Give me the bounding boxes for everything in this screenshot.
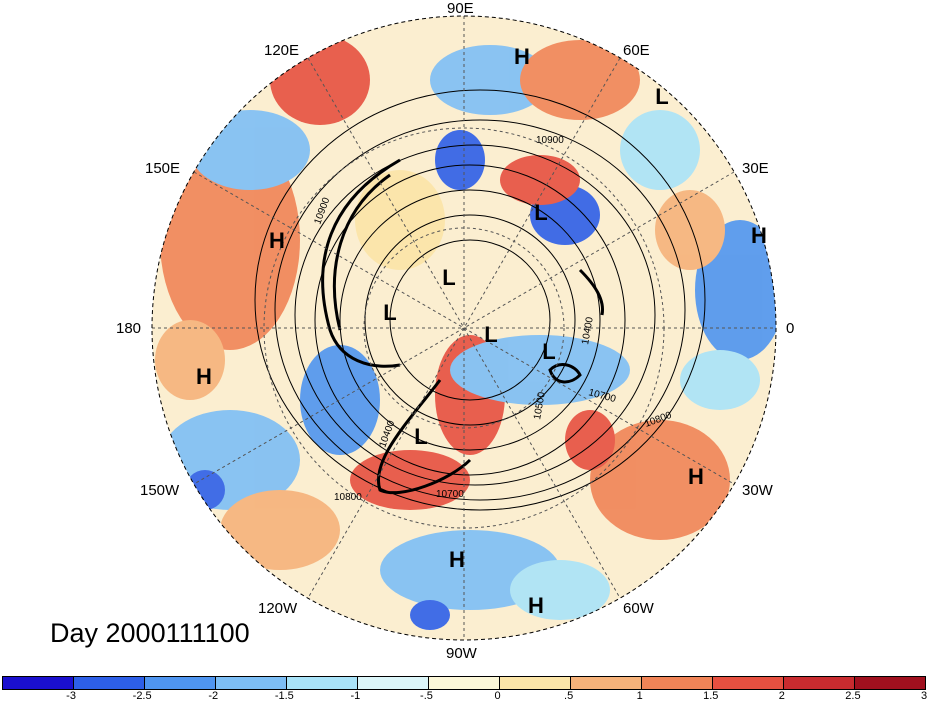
contour-label: 10900 <box>536 135 564 146</box>
colorbar-swatch <box>358 677 429 689</box>
colorbar-swatch <box>3 677 74 689</box>
pressure-center-low: L <box>414 424 428 449</box>
colorbar-swatch <box>642 677 713 689</box>
height-contours <box>254 89 706 511</box>
pressure-center-high: H <box>751 223 767 248</box>
colorbar-tick-label: -2 <box>208 690 219 702</box>
colorbar-tick-label: 2 <box>778 690 785 702</box>
colorbar-tick-label: 0 <box>494 690 501 702</box>
colorbar-swatch <box>571 677 642 689</box>
colorbar-tick-label: 3 <box>920 690 928 702</box>
pressure-center-high: H <box>514 44 530 69</box>
contour-label: 10500 <box>532 391 548 421</box>
colorbar-swatch <box>784 677 855 689</box>
lon-label-90e: 90E <box>447 0 474 17</box>
lon-label-0: 0 <box>786 320 795 337</box>
colorbar <box>2 676 926 690</box>
lon-label-30w: 30W <box>742 482 773 499</box>
colorbar-ticks: -3 -2.5 -2 -1.5 -1 -.5 0 .5 1 1.5 2 2.5 3 <box>2 690 928 702</box>
lon-label-120w: 120W <box>258 600 298 617</box>
pressure-center-high: H <box>269 228 285 253</box>
colorbar-tick-label: -.5 <box>420 690 433 702</box>
colorbar-tick-label: -1 <box>350 690 361 702</box>
contour-label: 10800 <box>334 492 362 503</box>
colorbar-tick-label: -2.5 <box>132 690 152 702</box>
contour-label-group: 10900 10900 10800 10800 10700 10700 1050… <box>312 135 673 503</box>
pressure-center-low: L <box>542 339 556 364</box>
pressure-center-low: L <box>442 265 456 290</box>
pressure-center-low: L <box>484 322 498 347</box>
lon-label-60w: 60W <box>623 600 654 617</box>
jet-contours <box>321 158 605 495</box>
contour-label: 10700 <box>436 489 464 500</box>
colorbar-tick-label: .5 <box>564 690 574 702</box>
colorbar-tick-label: -3 <box>66 690 76 702</box>
graticule <box>152 16 776 640</box>
pressure-center-low: L <box>655 84 669 109</box>
contour-label: 10400 <box>580 316 596 346</box>
lon-label-150e: 150E <box>145 160 181 177</box>
colorbar-tick-label: 1.5 <box>703 690 719 702</box>
day-label: Day 2000111100 <box>50 618 250 648</box>
pressure-center-high: H <box>449 547 465 572</box>
lon-label-120e: 120E <box>264 42 300 59</box>
colorbar-swatch <box>216 677 287 689</box>
lon-label-150w: 150W <box>140 482 180 499</box>
colorbar-tick-label: -1.5 <box>274 690 294 702</box>
colorbar-tick-label: 1 <box>636 690 643 702</box>
colorbar-tick-label: 2.5 <box>845 690 861 702</box>
colorbar-swatch <box>500 677 571 689</box>
lon-label-60e: 60E <box>623 42 650 59</box>
colorbar-swatch <box>74 677 145 689</box>
colorbar-swatch <box>145 677 216 689</box>
colorbar-swatch <box>855 677 925 689</box>
pressure-center-low: L <box>534 200 548 225</box>
pressure-center-high: H <box>528 593 544 618</box>
colorbar-swatch <box>713 677 784 689</box>
colorbar-swatch <box>429 677 500 689</box>
colorbar-swatch <box>287 677 358 689</box>
lon-label-30e: 30E <box>742 160 769 177</box>
pressure-center-low: L <box>383 300 397 325</box>
lon-label-90w: 90W <box>446 645 477 662</box>
pressure-center-high: H <box>196 364 212 389</box>
map-boundary <box>151 15 777 641</box>
pressure-center-high: H <box>688 464 704 489</box>
lon-label-180: 180 <box>116 320 142 337</box>
